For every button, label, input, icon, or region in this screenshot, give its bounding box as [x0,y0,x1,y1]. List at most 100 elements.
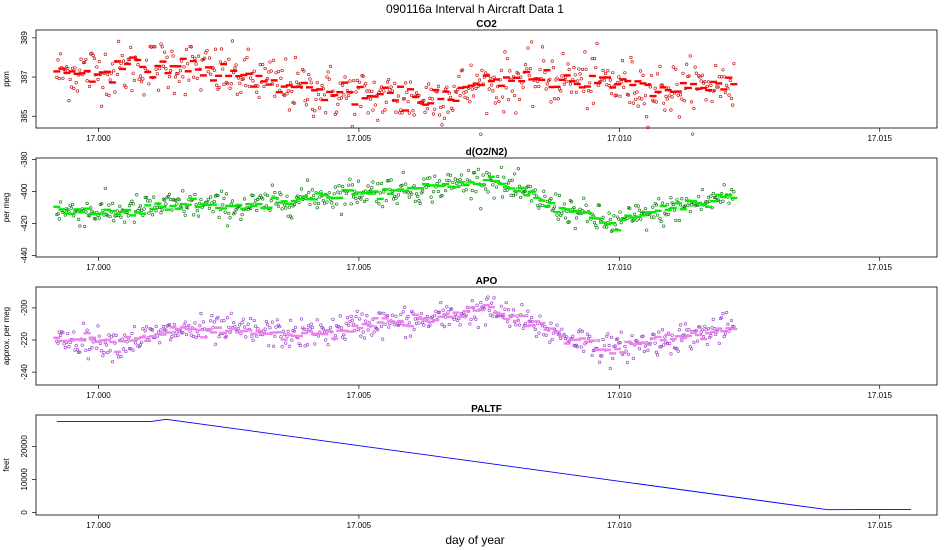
raw-point [447,178,451,183]
raw-point [579,77,583,81]
raw-point [233,66,237,70]
raw-point [97,59,101,64]
raw-point [436,84,440,88]
raw-point [555,76,559,80]
raw-point [252,318,256,323]
raw-point [580,67,585,71]
raw-point [304,103,308,107]
plot-frame [35,29,938,129]
y-tick-label: 387 [20,70,29,84]
raw-point [262,84,266,88]
raw-point [681,71,685,75]
raw-point [279,193,283,197]
raw-point [112,219,116,223]
raw-point [479,207,483,211]
raw-point [584,203,588,207]
raw-point [428,176,432,180]
raw-point [370,186,374,190]
raw-point [192,75,196,79]
raw-point [566,62,570,66]
raw-point [322,93,327,97]
raw-point [196,214,201,218]
raw-point [433,174,437,178]
raw-point [179,331,184,335]
raw-point [313,109,317,113]
raw-point [217,215,221,219]
raw-point [551,331,556,335]
raw-point [385,314,390,318]
raw-point [694,71,698,75]
raw-point [476,167,480,171]
raw-point [350,318,354,322]
raw-point [206,70,210,74]
raw-point [715,85,719,89]
raw-point [177,198,181,202]
raw-point [721,199,725,203]
raw-point [181,75,185,79]
raw-point [261,197,265,201]
x-tick-label: 17.015 [867,521,892,530]
raw-point [110,360,115,364]
raw-point [377,311,381,315]
raw-point [279,335,283,339]
raw-point [348,177,352,181]
raw-point [381,110,385,114]
raw-point [66,331,70,336]
raw-point [315,81,319,85]
raw-point [249,76,253,80]
raw-point [425,107,430,111]
raw-point [273,94,277,98]
raw-point [384,100,388,105]
raw-point [290,216,294,220]
raw-point [318,195,322,199]
raw-point [144,195,149,200]
raw-point [545,82,549,86]
raw-point [523,189,528,193]
raw-point [562,82,566,86]
raw-point [583,50,587,54]
raw-point [623,71,627,75]
raw-point [326,70,330,74]
raw-point [572,206,576,210]
raw-point [388,187,392,191]
raw-point [228,216,232,220]
raw-point [653,86,657,90]
raw-point [240,213,244,217]
raw-point [599,354,603,358]
raw-point [226,82,230,86]
raw-point [460,68,465,72]
raw-point [97,334,101,338]
raw-point [620,58,625,63]
raw-point [454,181,459,185]
raw-point [646,125,650,129]
raw-point [592,56,597,61]
raw-point [446,310,450,314]
raw-point [491,183,495,187]
raw-point [210,314,214,318]
raw-point [160,208,164,212]
raw-point [487,172,491,176]
raw-point [131,202,135,206]
y-axis-label: ppm [2,71,11,87]
raw-point [623,345,627,349]
raw-point [576,79,580,83]
raw-point [115,72,119,76]
raw-point [726,322,730,326]
raw-point [195,76,199,80]
raw-point [206,197,210,201]
raw-point [341,335,345,339]
raw-point [354,314,358,319]
raw-point [499,165,503,169]
raw-point [416,194,420,199]
raw-point [273,334,277,339]
raw-point [141,77,145,81]
raw-point [543,325,547,329]
y-axis-label: feet [2,458,11,472]
raw-point [55,75,59,79]
raw-point [459,173,463,177]
raw-point [263,66,267,71]
raw-point [203,56,207,60]
raw-point [430,200,434,204]
raw-point [635,218,639,222]
